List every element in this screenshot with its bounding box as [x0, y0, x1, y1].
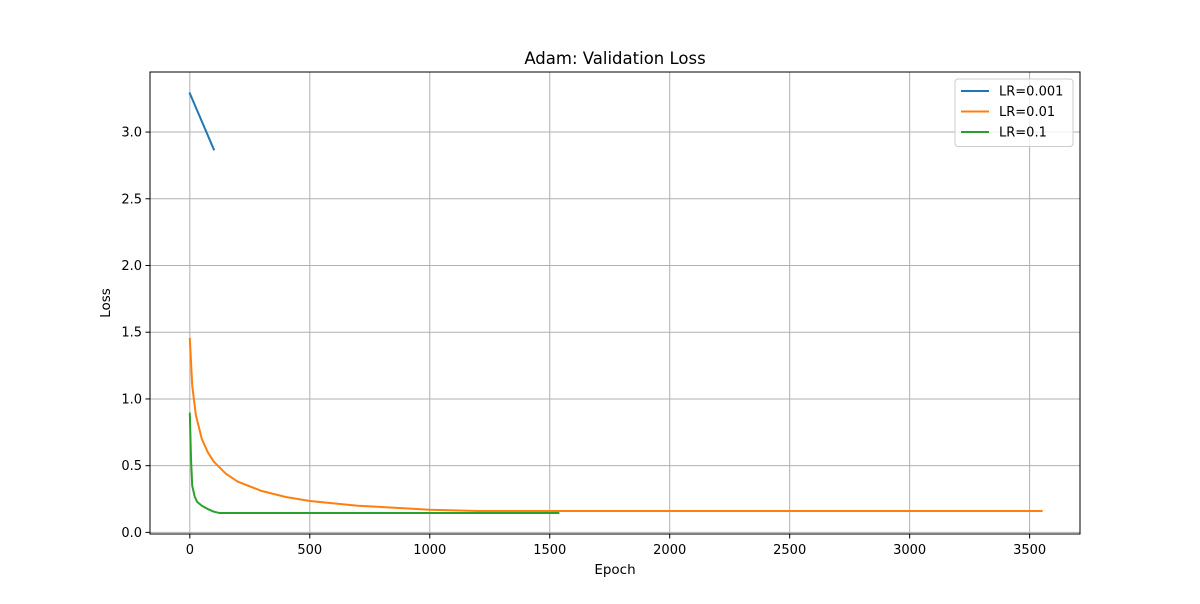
x-tick-label: 1000 — [413, 543, 446, 558]
grid-lines — [150, 72, 1080, 534]
y-axis-label: Loss — [98, 288, 114, 318]
x-tick-label: 3500 — [1013, 543, 1046, 558]
y-tick-label: 0.0 — [121, 526, 142, 541]
chart-title: Adam: Validation Loss — [524, 49, 705, 68]
x-tick-label: 500 — [297, 543, 322, 558]
series-line-1 — [188, 92, 216, 151]
y-tick-label: 1.0 — [121, 392, 142, 407]
y-tick-label: 0.5 — [121, 459, 142, 474]
y-tick-label: 3.0 — [121, 126, 142, 141]
y-tick-label: 2.0 — [121, 259, 142, 274]
series-lines — [188, 92, 1043, 515]
legend-label-1: LR=0.001 — [999, 85, 1063, 100]
legend-label-3: LR=0.1 — [999, 126, 1047, 141]
x-tick-label: 1500 — [533, 543, 566, 558]
x-tick-label: 2500 — [773, 543, 806, 558]
plot-frame — [149, 71, 1081, 535]
y-tick-label: 2.5 — [121, 192, 142, 207]
y-tick-label: 1.5 — [121, 326, 142, 341]
x-tick-label: 3000 — [893, 543, 926, 558]
legend-box — [954, 78, 1074, 147]
x-axis-label: Epoch — [594, 562, 635, 578]
x-tick-label: 2000 — [653, 543, 686, 558]
legend: LR=0.001 LR=0.01 LR=0.1 — [954, 78, 1074, 147]
axis-ticks: 0 500 1000 1500 2000 2500 3000 3500 0.0 0.5 1.0 1.5… — [121, 126, 1046, 558]
x-tick-label: 0 — [186, 543, 194, 558]
legend-label-2: LR=0.01 — [999, 105, 1055, 120]
series-line-2 — [188, 337, 1043, 513]
series-line-3 — [188, 412, 560, 515]
